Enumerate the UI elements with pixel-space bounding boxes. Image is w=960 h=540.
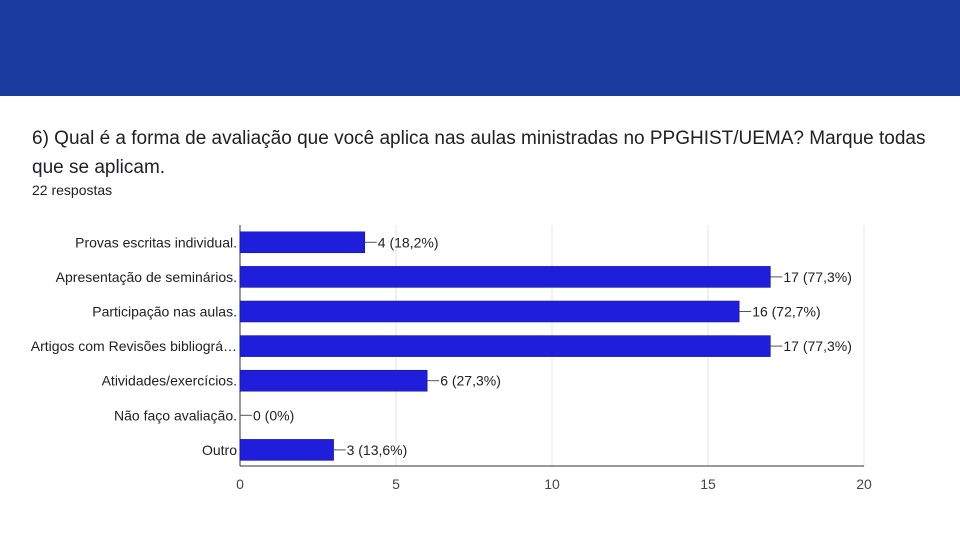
bar <box>239 266 771 288</box>
category-label: Artigos com Revisões bibliográ… <box>31 338 237 354</box>
category-label: Apresentação de seminários. <box>56 269 237 285</box>
data-label: 3 (13,6%) <box>347 442 408 458</box>
category-label: Outro <box>202 442 237 458</box>
bar <box>239 369 428 392</box>
category-label: Atividades/exercícios. <box>102 373 237 389</box>
data-label: 0 (0%) <box>253 407 294 423</box>
category-label: Participação nas aulas. <box>92 304 237 320</box>
bar <box>239 300 740 323</box>
bar <box>239 439 334 461</box>
data-label: 6 (27,3%) <box>440 373 501 389</box>
x-tick-label: 0 <box>236 476 244 492</box>
category-label: Provas escritas individual. <box>75 234 237 250</box>
response-count: 22 respostas <box>32 182 113 198</box>
data-label: 4 (18,2%) <box>378 234 439 250</box>
data-label: 17 (77,3%) <box>783 338 851 354</box>
x-tick-label: 10 <box>544 476 560 492</box>
data-label: 17 (77,3%) <box>783 269 851 285</box>
x-tick-label: 20 <box>856 476 872 492</box>
question-title: 6) Qual é a forma de avaliação que você … <box>32 128 926 178</box>
bar <box>239 231 366 254</box>
header-band <box>0 0 960 96</box>
category-label: Não faço avaliação. <box>114 407 237 423</box>
bar <box>239 335 771 357</box>
data-label: 16 (72,7%) <box>752 304 820 320</box>
x-tick-label: 5 <box>392 476 400 492</box>
x-tick-label: 15 <box>700 476 716 492</box>
